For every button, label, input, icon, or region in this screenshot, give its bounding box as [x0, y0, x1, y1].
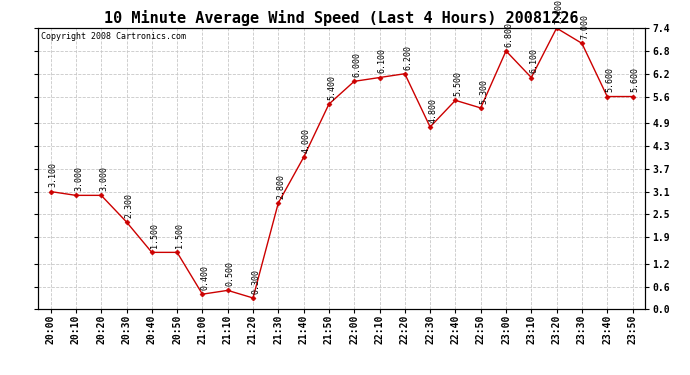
Text: 0.500: 0.500 [226, 261, 235, 286]
Text: 6.200: 6.200 [403, 45, 412, 70]
Text: 4.800: 4.800 [428, 98, 437, 123]
Text: 6.100: 6.100 [378, 48, 387, 74]
Text: 2.800: 2.800 [277, 174, 286, 199]
Text: 5.300: 5.300 [479, 79, 488, 104]
Text: 3.000: 3.000 [99, 166, 108, 191]
Text: 6.000: 6.000 [353, 52, 362, 77]
Title: 10 Minute Average Wind Speed (Last 4 Hours) 20081226: 10 Minute Average Wind Speed (Last 4 Hou… [104, 10, 579, 26]
Text: 4.000: 4.000 [302, 128, 311, 153]
Text: 0.400: 0.400 [201, 265, 210, 290]
Text: Copyright 2008 Cartronics.com: Copyright 2008 Cartronics.com [41, 32, 186, 41]
Text: 3.100: 3.100 [49, 162, 58, 188]
Text: 3.000: 3.000 [75, 166, 83, 191]
Text: 6.800: 6.800 [504, 22, 513, 47]
Text: 5.400: 5.400 [327, 75, 336, 100]
Text: 2.300: 2.300 [125, 193, 134, 218]
Text: 1.500: 1.500 [175, 223, 184, 248]
Text: 5.500: 5.500 [454, 71, 463, 96]
Text: 6.100: 6.100 [530, 48, 539, 74]
Text: 7.400: 7.400 [555, 0, 564, 24]
Text: 1.500: 1.500 [150, 223, 159, 248]
Text: 0.300: 0.300 [251, 269, 260, 294]
Text: 5.600: 5.600 [606, 68, 615, 92]
Text: 5.600: 5.600 [631, 68, 640, 92]
Text: 7.000: 7.000 [580, 14, 589, 39]
